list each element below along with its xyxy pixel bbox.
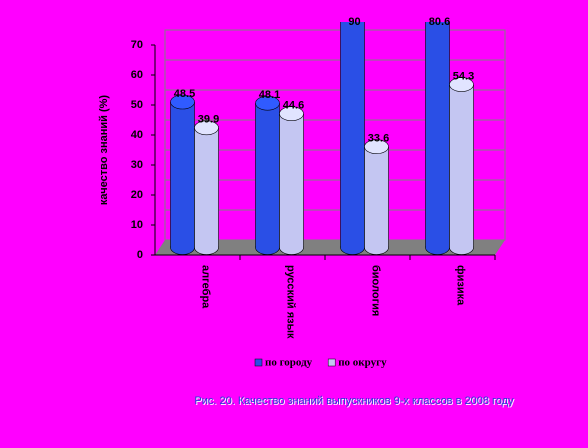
data-label: 48.5 bbox=[174, 88, 195, 100]
bar-top bbox=[279, 106, 304, 121]
y-tick-label: 40 bbox=[131, 129, 143, 141]
data-label: 39.9 bbox=[198, 114, 219, 126]
legend-swatch bbox=[327, 358, 336, 367]
bar bbox=[425, 22, 450, 248]
y-tick-label: 50 bbox=[131, 99, 143, 111]
data-label: 48.1 bbox=[259, 89, 280, 101]
y-tick-label: 70 bbox=[131, 39, 143, 51]
bar bbox=[449, 84, 474, 248]
data-label: 54.3 bbox=[453, 71, 474, 83]
x-tick-label: русский язык bbox=[285, 265, 297, 339]
bar bbox=[279, 113, 304, 248]
floor bbox=[155, 240, 505, 255]
y-axis-label: качество знаний (%) bbox=[98, 95, 110, 206]
y-tick-label: 0 bbox=[137, 249, 143, 261]
caption: Рис. 20. Качество знаний выпускников 9-х… bbox=[194, 395, 514, 407]
x-tick-label: алгебра bbox=[200, 265, 212, 309]
y-tick-label: 10 bbox=[131, 219, 143, 231]
legend-label: по городу bbox=[265, 357, 313, 369]
bar-top bbox=[170, 94, 195, 110]
data-label: 90 bbox=[348, 16, 360, 28]
y-tick-label: 60 bbox=[131, 69, 143, 81]
bar bbox=[255, 103, 280, 248]
x-tick-label: физика bbox=[455, 265, 467, 306]
bar-top bbox=[364, 139, 389, 154]
bar bbox=[194, 127, 219, 248]
bar bbox=[170, 102, 195, 248]
bar bbox=[364, 146, 389, 248]
bar bbox=[340, 22, 365, 248]
bar-top bbox=[426, 0, 450, 13]
data-label: 44.6 bbox=[283, 100, 304, 112]
y-tick-label: 30 bbox=[131, 159, 143, 171]
bar-top bbox=[449, 77, 474, 92]
legend-label: по округу bbox=[338, 357, 387, 369]
data-label: 80.6 bbox=[429, 16, 450, 28]
y-tick-label: 20 bbox=[131, 189, 143, 201]
bar-top bbox=[255, 95, 280, 111]
data-label: 33.6 bbox=[368, 133, 389, 145]
bar-top bbox=[194, 120, 219, 136]
legend-swatch bbox=[254, 358, 263, 367]
bars bbox=[170, 0, 474, 255]
x-tick-label: биология bbox=[370, 265, 382, 316]
